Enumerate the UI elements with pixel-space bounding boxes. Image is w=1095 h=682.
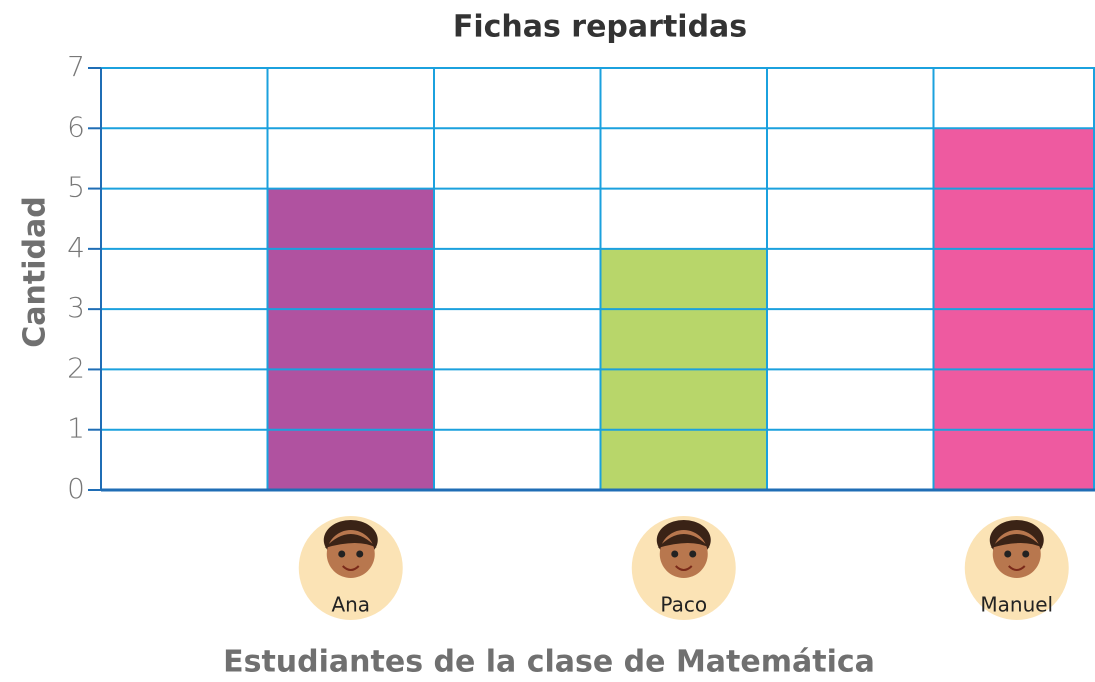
y-tick-label: 3 bbox=[67, 291, 85, 324]
y-tick-label: 0 bbox=[67, 472, 85, 505]
hair-fringe bbox=[990, 534, 1043, 548]
bar bbox=[267, 188, 434, 491]
y-tick-label: 7 bbox=[67, 50, 85, 83]
eye bbox=[689, 550, 697, 558]
y-tick-label: 2 bbox=[67, 351, 85, 384]
x-tick-label: Manuel bbox=[980, 593, 1053, 617]
eye bbox=[671, 550, 679, 558]
mouth bbox=[1008, 565, 1026, 571]
student-avatar bbox=[964, 516, 1069, 620]
student-avatar bbox=[298, 516, 403, 620]
eye bbox=[1022, 550, 1030, 558]
chart-title: Fichas repartidas bbox=[453, 10, 747, 45]
y-tick-label: 4 bbox=[67, 231, 85, 264]
student-avatar bbox=[631, 516, 736, 620]
y-tick-label: 6 bbox=[67, 110, 85, 143]
x-axis-label: Estudiantes de la clase de Matemática bbox=[223, 645, 875, 680]
eye bbox=[356, 550, 364, 558]
hair-fringe bbox=[324, 534, 377, 548]
hair-fringe bbox=[657, 534, 710, 548]
y-axis-label: Cantidad bbox=[18, 196, 53, 347]
eye bbox=[1004, 550, 1012, 558]
mouth bbox=[342, 565, 360, 571]
mouth bbox=[675, 565, 693, 571]
x-tick-label: Ana bbox=[331, 593, 370, 617]
x-tick-label: Paco bbox=[660, 593, 707, 617]
y-tick-label: 5 bbox=[67, 171, 85, 204]
y-tick-label: 1 bbox=[67, 412, 85, 445]
eye bbox=[338, 550, 346, 558]
